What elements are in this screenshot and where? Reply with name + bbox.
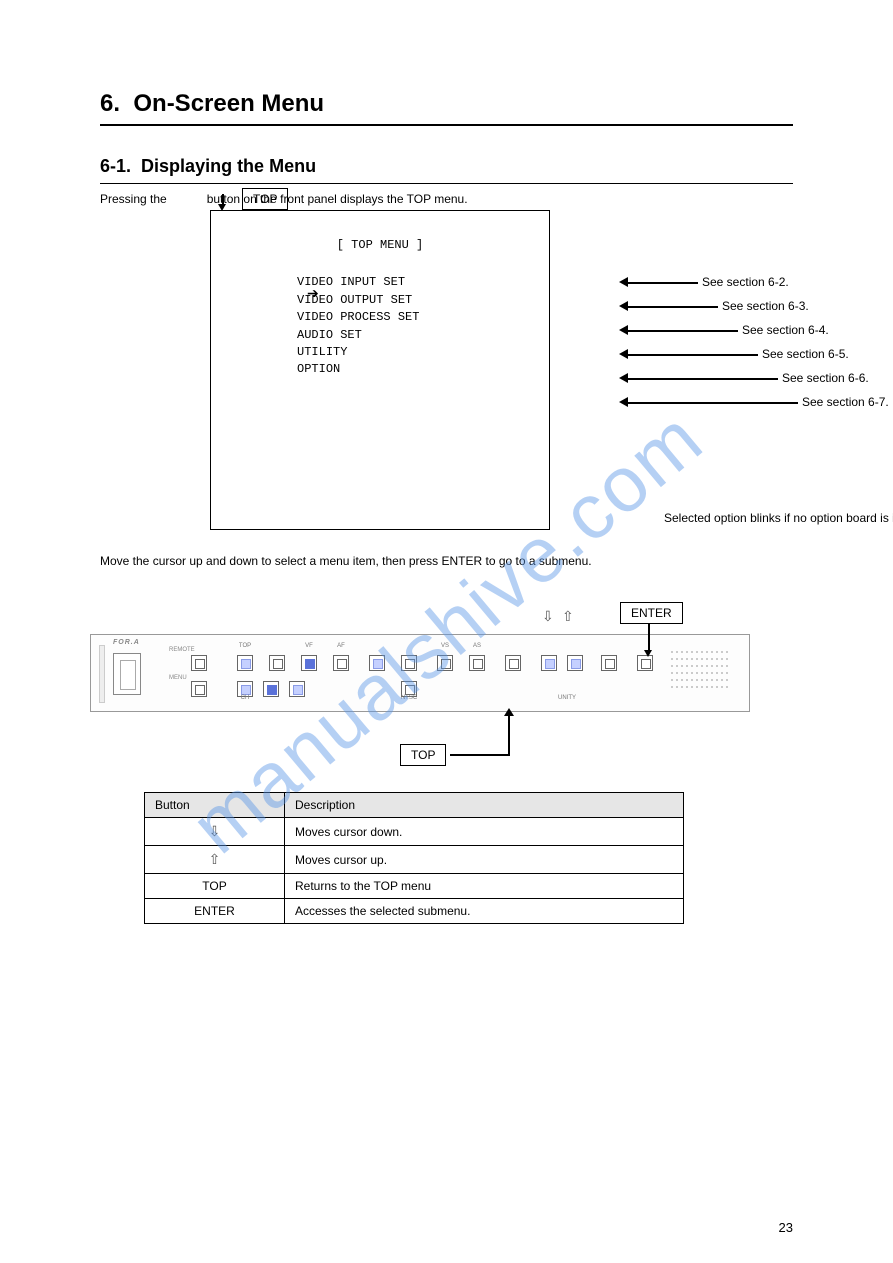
table-row: TOP Returns to the TOP menu: [145, 874, 684, 899]
btn-lbl: VS: [441, 643, 449, 649]
rule-thick: [100, 124, 793, 126]
table-row: ENTER Accesses the selected submenu.: [145, 899, 684, 924]
panel-button[interactable]: [369, 655, 385, 671]
rule-thin: [100, 183, 793, 184]
enter-button[interactable]: [637, 655, 653, 671]
enter-label-box: ENTER: [620, 602, 683, 624]
see-ref: See section 6-7.: [802, 395, 889, 409]
subsection-heading: 6-1. Displaying the Menu: [100, 156, 793, 177]
option-note: Selected option blinks if no option boar…: [664, 510, 893, 527]
btn-lbl: CH: [241, 695, 250, 701]
cursor-icon: ➔: [307, 285, 319, 305]
page-number: 23: [779, 1220, 793, 1235]
down-icon: [542, 608, 554, 625]
menu-item: AUDIO SET: [225, 327, 535, 344]
th-button: Button: [145, 793, 285, 818]
table-row: Moves cursor down.: [145, 818, 684, 846]
menu-item: VIDEO OUTPUT SET: [225, 292, 535, 309]
mid-instruction: Move the cursor up and down to select a …: [100, 554, 793, 568]
down-button[interactable]: [541, 655, 557, 671]
menu-item: OPTION: [225, 361, 535, 378]
menu-item: VIDEO INPUT SET: [225, 274, 535, 291]
menu-item: UTILITY: [225, 344, 535, 361]
menu-item: VIDEO PROCESS SET: [225, 309, 535, 326]
section-heading: 6. On-Screen Menu: [100, 90, 793, 118]
btn-lbl: NTSC: [401, 695, 417, 701]
vf-button[interactable]: [301, 655, 317, 671]
panel-button[interactable]: [601, 655, 617, 671]
top-button-ref: TOP: [242, 188, 288, 210]
btn-lbl: TOP: [239, 643, 251, 649]
see-ref: See section 6-3.: [722, 299, 809, 313]
panel-button[interactable]: [263, 681, 279, 697]
table-row: Moves cursor up.: [145, 846, 684, 874]
button-description-table: Button Description Moves cursor down. Mo…: [144, 792, 684, 924]
remote-button[interactable]: [191, 655, 207, 671]
top-button[interactable]: [237, 655, 253, 671]
panel-button[interactable]: [401, 655, 417, 671]
speaker-grille: [671, 651, 735, 695]
top-menu-box: [ TOP MENU ] ➔ VIDEO INPUT SET VIDEO OUT…: [210, 210, 550, 530]
power-switch[interactable]: [113, 653, 141, 695]
top-label-box: TOP: [400, 744, 446, 766]
btn-lbl: VF: [305, 643, 313, 649]
btn-lbl: AF: [337, 643, 345, 649]
up-button[interactable]: [567, 655, 583, 671]
logo: FOR.A: [113, 639, 140, 646]
btn-lbl: AS: [473, 643, 481, 649]
as-button[interactable]: [469, 655, 485, 671]
menu-title: [ TOP MENU ]: [225, 237, 535, 254]
menu-label: MENU: [169, 675, 187, 681]
remote-label: REMOTE: [169, 647, 195, 653]
intro-text: Pressing the button on the front panel d…: [100, 192, 793, 206]
down-icon: [209, 823, 221, 839]
th-desc: Description: [285, 793, 684, 818]
menu-button[interactable]: [191, 681, 207, 697]
see-ref: See section 6-6.: [782, 371, 869, 385]
front-panel: FOR.A REMOTE MENU TOP VF AF VS AS: [90, 634, 750, 712]
btn-lbl: UNITY: [558, 695, 576, 701]
vs-button[interactable]: [437, 655, 453, 671]
af-button[interactable]: [333, 655, 349, 671]
see-ref: See section 6-2.: [702, 275, 789, 289]
panel-button[interactable]: [505, 655, 521, 671]
up-icon: [562, 608, 574, 625]
see-ref: See section 6-4.: [742, 323, 829, 337]
panel-button[interactable]: [269, 655, 285, 671]
panel-button[interactable]: [289, 681, 305, 697]
see-ref: See section 6-5.: [762, 347, 849, 361]
up-icon: [209, 851, 221, 867]
